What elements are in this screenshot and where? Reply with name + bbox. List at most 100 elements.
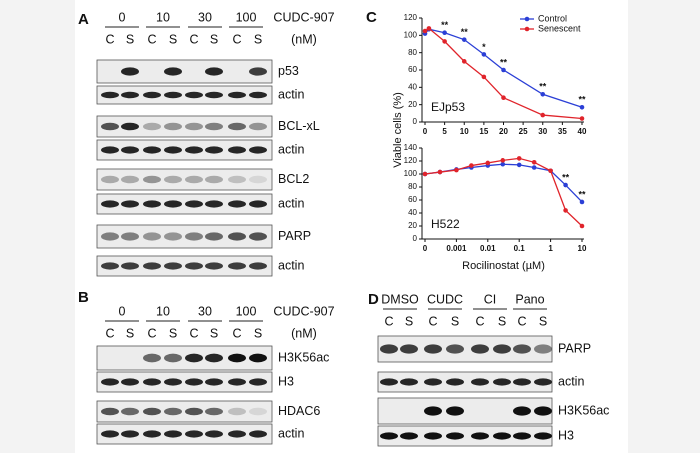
blot-band: [185, 200, 203, 208]
blot-band: [143, 378, 161, 386]
lane-label: S: [254, 32, 262, 46]
data-point: [516, 162, 522, 168]
blot-band: [205, 232, 223, 241]
x-tick-label: 0.01: [480, 244, 496, 253]
blot-band: [185, 122, 203, 131]
blot-band: [471, 432, 489, 440]
blot-strip: [96, 255, 273, 277]
blot-band: [185, 430, 203, 438]
blot-band: [185, 91, 203, 99]
blot-band: [228, 232, 246, 241]
data-point: [422, 171, 428, 177]
blot-band: [471, 344, 489, 354]
blot-band: [493, 432, 511, 440]
blot-band: [164, 175, 182, 184]
blot-band: [121, 378, 139, 386]
y-tick-label: 20: [408, 100, 417, 109]
blot-band: [143, 146, 161, 154]
data-point: [485, 160, 491, 166]
blot-band: [205, 146, 223, 154]
y-tick-label: 60: [408, 65, 417, 74]
blot-band: [249, 175, 267, 184]
data-point: [540, 91, 546, 97]
blot-band: [185, 146, 203, 154]
group-label: Pano: [515, 292, 544, 306]
y-tick-label: 140: [404, 143, 418, 152]
blot-label: BCL-xL: [278, 119, 320, 133]
significance-label: **: [562, 172, 570, 182]
blot-band: [143, 122, 161, 131]
unit-label: (nM): [291, 326, 317, 340]
lane-label: C: [475, 314, 484, 328]
blot-band: [121, 122, 139, 131]
data-point: [531, 165, 537, 170]
blot-band: [121, 430, 139, 438]
data-point: [481, 74, 487, 80]
data-point: [540, 112, 546, 118]
blot-band: [228, 378, 246, 386]
blot-label: actin: [558, 374, 584, 388]
lane-label: C: [232, 326, 241, 340]
blot-band: [121, 262, 139, 270]
legend-marker: [524, 16, 530, 22]
x-tick-label: 1: [548, 244, 553, 253]
blot-band: [446, 344, 464, 354]
blot-band: [185, 353, 203, 363]
blot-strip: [96, 115, 273, 138]
y-tick-label: 40: [408, 82, 417, 91]
lane-label: S: [405, 314, 413, 328]
y-tick-label: 20: [408, 221, 417, 230]
lane-label: C: [517, 314, 526, 328]
data-point: [579, 199, 585, 205]
x-tick-label: 0: [423, 244, 428, 253]
data-point: [531, 160, 537, 165]
blot-band: [249, 407, 267, 416]
blot-band: [249, 200, 267, 208]
lane-label: C: [428, 314, 437, 328]
blot-band: [205, 91, 223, 99]
blot-band: [205, 175, 223, 184]
blot-label: BCL2: [278, 172, 309, 186]
significance-label: *: [482, 42, 486, 52]
data-point: [442, 30, 447, 36]
group-label: 100: [236, 304, 257, 318]
legend-marker: [524, 26, 530, 32]
blot-band: [164, 232, 182, 241]
data-point: [501, 67, 506, 73]
blot-band: [424, 378, 442, 386]
unit-label: (nM): [291, 32, 317, 46]
blot-band: [205, 430, 223, 438]
blot-band: [249, 430, 267, 438]
blot-band: [249, 67, 267, 76]
blot-band: [164, 378, 182, 386]
data-point: [469, 163, 474, 168]
blot-band: [534, 406, 552, 416]
data-point: [563, 182, 568, 188]
blot-band: [534, 432, 552, 440]
blot-band: [400, 344, 418, 354]
blot-band: [424, 344, 442, 354]
group-label: DMSO: [381, 292, 419, 306]
group-label: 0: [119, 304, 126, 318]
blot-strip: [96, 168, 273, 191]
blot-band: [513, 432, 531, 440]
data-point: [481, 52, 487, 57]
blot-band: [164, 146, 182, 154]
lane-label: S: [169, 32, 177, 46]
lane-label: C: [189, 326, 198, 340]
blot-band: [185, 175, 203, 184]
blot-band: [101, 262, 119, 270]
blot-band: [164, 91, 182, 99]
y-tick-label: 100: [404, 30, 418, 39]
blot-band: [400, 432, 418, 440]
lane-label: S: [210, 32, 218, 46]
blot-strip: [96, 193, 273, 215]
lane-label: C: [232, 32, 241, 46]
significance-label: **: [500, 57, 508, 67]
blot-label: H3: [278, 374, 294, 388]
blot-band: [143, 353, 161, 363]
blot-strip: [96, 371, 273, 393]
blot-band: [164, 407, 182, 416]
x-axis-title: Rocilinostat (µM): [462, 260, 545, 272]
blot-band: [249, 122, 267, 131]
